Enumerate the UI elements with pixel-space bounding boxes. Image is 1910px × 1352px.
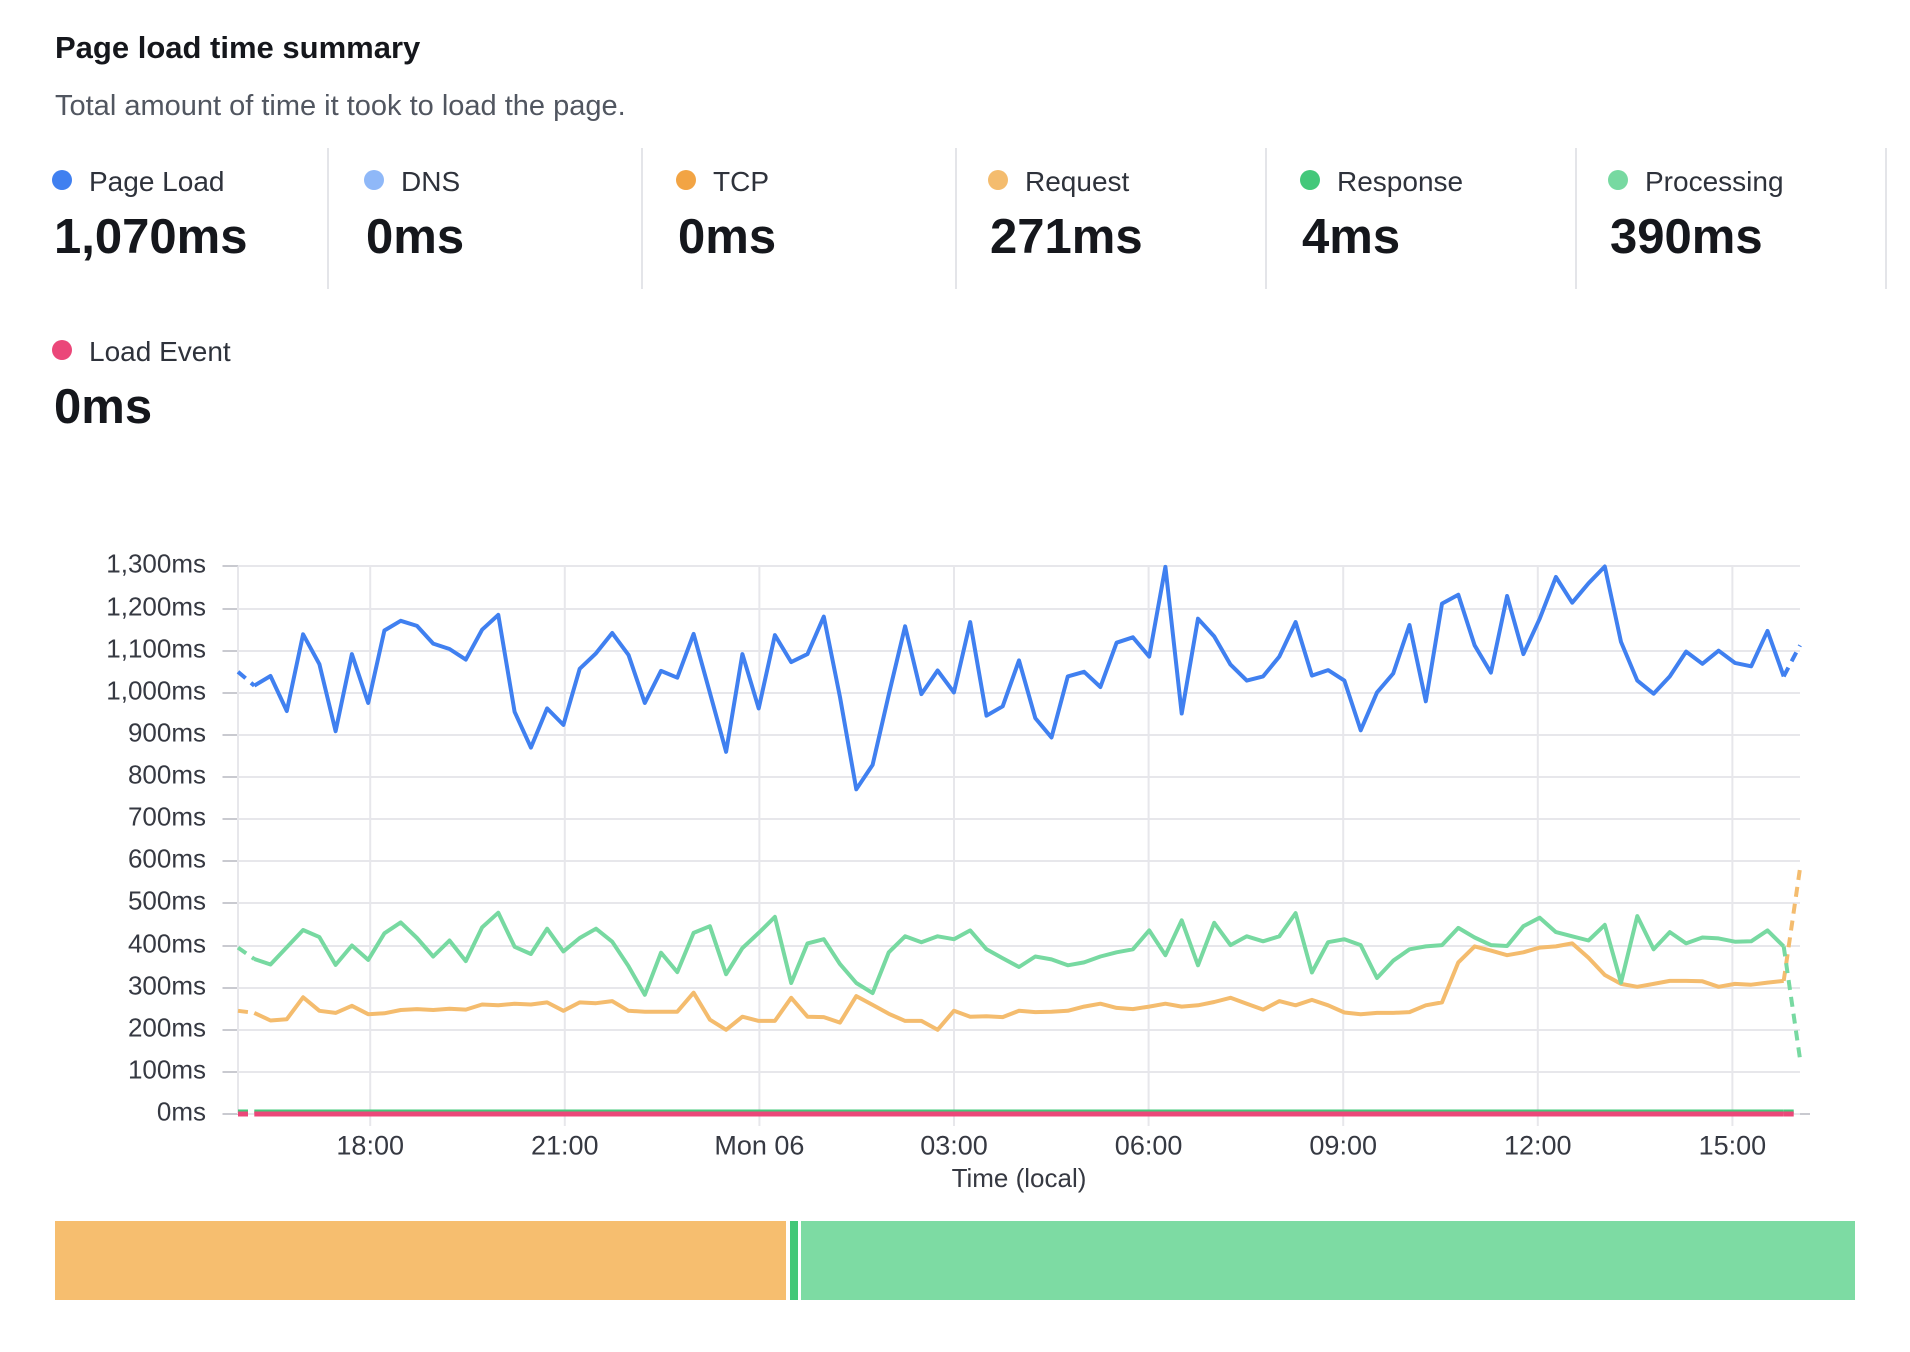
svg-text:15:00: 15:00 — [1699, 1131, 1767, 1161]
svg-text:100ms: 100ms — [128, 1055, 206, 1085]
svg-text:1,200ms: 1,200ms — [106, 592, 206, 622]
svg-text:1,100ms: 1,100ms — [106, 634, 206, 664]
svg-text:09:00: 09:00 — [1309, 1131, 1377, 1161]
svg-text:500ms: 500ms — [128, 886, 206, 916]
svg-text:03:00: 03:00 — [920, 1131, 988, 1161]
svg-text:Time (local): Time (local) — [952, 1163, 1087, 1193]
svg-text:800ms: 800ms — [128, 760, 206, 790]
svg-text:700ms: 700ms — [128, 802, 206, 832]
svg-text:600ms: 600ms — [128, 844, 206, 874]
svg-text:0ms: 0ms — [157, 1097, 206, 1127]
svg-text:1,000ms: 1,000ms — [106, 676, 206, 706]
svg-text:Mon 06: Mon 06 — [714, 1131, 804, 1161]
svg-text:200ms: 200ms — [128, 1013, 206, 1043]
svg-text:1,300ms: 1,300ms — [106, 549, 206, 579]
svg-text:900ms: 900ms — [128, 718, 206, 748]
svg-text:18:00: 18:00 — [336, 1131, 404, 1161]
svg-text:400ms: 400ms — [128, 929, 206, 959]
svg-text:12:00: 12:00 — [1504, 1131, 1572, 1161]
svg-text:300ms: 300ms — [128, 971, 206, 1001]
svg-text:21:00: 21:00 — [531, 1131, 599, 1161]
svg-text:06:00: 06:00 — [1115, 1131, 1183, 1161]
